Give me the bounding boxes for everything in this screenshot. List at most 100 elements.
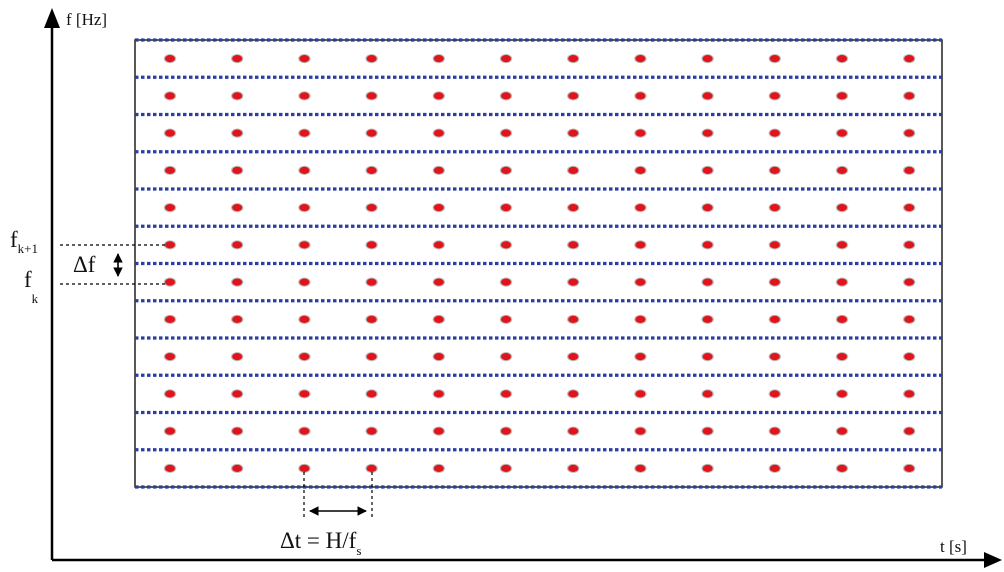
tf-point: [701, 91, 714, 101]
tf-point: [567, 128, 580, 138]
tf-point: [701, 240, 714, 250]
y-axis-label: f [Hz]: [66, 10, 107, 29]
tf-point: [835, 165, 849, 175]
tf-point-dot: [299, 353, 310, 361]
delta-t-label: Δt = H/fs: [280, 528, 361, 558]
tf-point-dot: [568, 241, 579, 249]
tf-point: [163, 426, 177, 436]
tf-point-dot: [232, 353, 243, 361]
tf-point: [499, 389, 513, 399]
tf-point-dot: [635, 166, 646, 174]
tf-point-dot: [904, 464, 915, 472]
tf-point-dot: [433, 464, 444, 472]
tf-point-dot: [702, 55, 713, 63]
tf-point: [701, 314, 714, 324]
tf-point-dot: [165, 129, 175, 137]
tf-point: [365, 426, 378, 436]
tf-point-dot: [904, 427, 915, 435]
tf-point: [835, 463, 849, 473]
tf-point: [298, 91, 311, 101]
tf-point-dot: [904, 315, 915, 323]
tf-point-dot: [635, 464, 646, 472]
tf-point: [835, 128, 849, 138]
tf-point-dot: [232, 166, 243, 174]
tf-point-dot: [904, 92, 915, 100]
tf-point: [432, 352, 445, 362]
tf-point: [163, 165, 177, 175]
tf-point: [768, 91, 781, 101]
tf-point-dot: [904, 166, 915, 174]
tf-point-dot: [501, 204, 511, 212]
tf-point-dot: [904, 241, 915, 249]
tf-point-dot: [904, 390, 915, 398]
tf-point-dot: [433, 390, 444, 398]
tf-point-dot: [837, 353, 847, 361]
x-axis-label: t [s]: [940, 537, 967, 556]
tf-point: [835, 240, 849, 250]
tf-point-dot: [299, 204, 310, 212]
tf-point: [835, 426, 849, 436]
tf-point: [903, 463, 916, 473]
tf-point-dot: [366, 464, 377, 472]
tf-point-dot: [501, 129, 511, 137]
tf-point-dot: [165, 166, 175, 174]
tf-point: [835, 314, 849, 324]
tf-point: [163, 203, 177, 213]
tf-point: [768, 203, 781, 213]
tf-point: [634, 128, 647, 138]
tf-point-dot: [433, 55, 444, 63]
tf-point-dot: [232, 129, 243, 137]
tf-point-dot: [904, 204, 915, 212]
tf-point-dot: [702, 166, 713, 174]
tf-point: [432, 54, 445, 64]
tf-point: [634, 352, 647, 362]
tf-point: [365, 91, 378, 101]
tf-point-dot: [837, 129, 847, 137]
tf-point-dot: [501, 353, 511, 361]
tf-point-dot: [299, 55, 310, 63]
tf-point-dot: [299, 278, 310, 286]
tf-point: [567, 203, 580, 213]
tf-point-dot: [837, 92, 847, 100]
tf-point-dot: [769, 166, 780, 174]
tf-point: [567, 426, 580, 436]
tf-point-dot: [769, 353, 780, 361]
tf-point: [835, 277, 849, 287]
tf-point-dot: [165, 278, 175, 286]
tf-point: [567, 389, 580, 399]
tf-point-dot: [837, 55, 847, 63]
tf-point-dot: [366, 278, 377, 286]
tf-point: [634, 240, 647, 250]
tf-point-dot: [501, 241, 511, 249]
tf-point: [634, 389, 647, 399]
tf-point-dot: [232, 278, 243, 286]
tf-point: [499, 240, 513, 250]
tf-point-dot: [299, 166, 310, 174]
tf-point-dot: [501, 464, 511, 472]
tf-point-dot: [232, 204, 243, 212]
tf-point-dot: [769, 241, 780, 249]
tf-points: [163, 54, 916, 473]
tf-point: [365, 54, 378, 64]
tf-point: [768, 240, 781, 250]
tf-point: [231, 277, 244, 287]
tf-point-dot: [299, 129, 310, 137]
tf-point: [903, 165, 916, 175]
tf-point: [701, 203, 714, 213]
tf-point-dot: [165, 241, 175, 249]
tf-point-dot: [366, 55, 377, 63]
tf-point: [768, 426, 781, 436]
tf-point: [701, 352, 714, 362]
tf-point: [432, 128, 445, 138]
tf-point: [231, 352, 244, 362]
tf-point-dot: [433, 92, 444, 100]
tf-point: [499, 463, 513, 473]
tf-point: [432, 203, 445, 213]
tf-point-dot: [837, 166, 847, 174]
tf-point: [499, 426, 513, 436]
tf-point-dot: [232, 315, 243, 323]
tf-point-dot: [366, 427, 377, 435]
tf-point: [365, 389, 378, 399]
tf-point: [701, 389, 714, 399]
tf-point-dot: [433, 166, 444, 174]
